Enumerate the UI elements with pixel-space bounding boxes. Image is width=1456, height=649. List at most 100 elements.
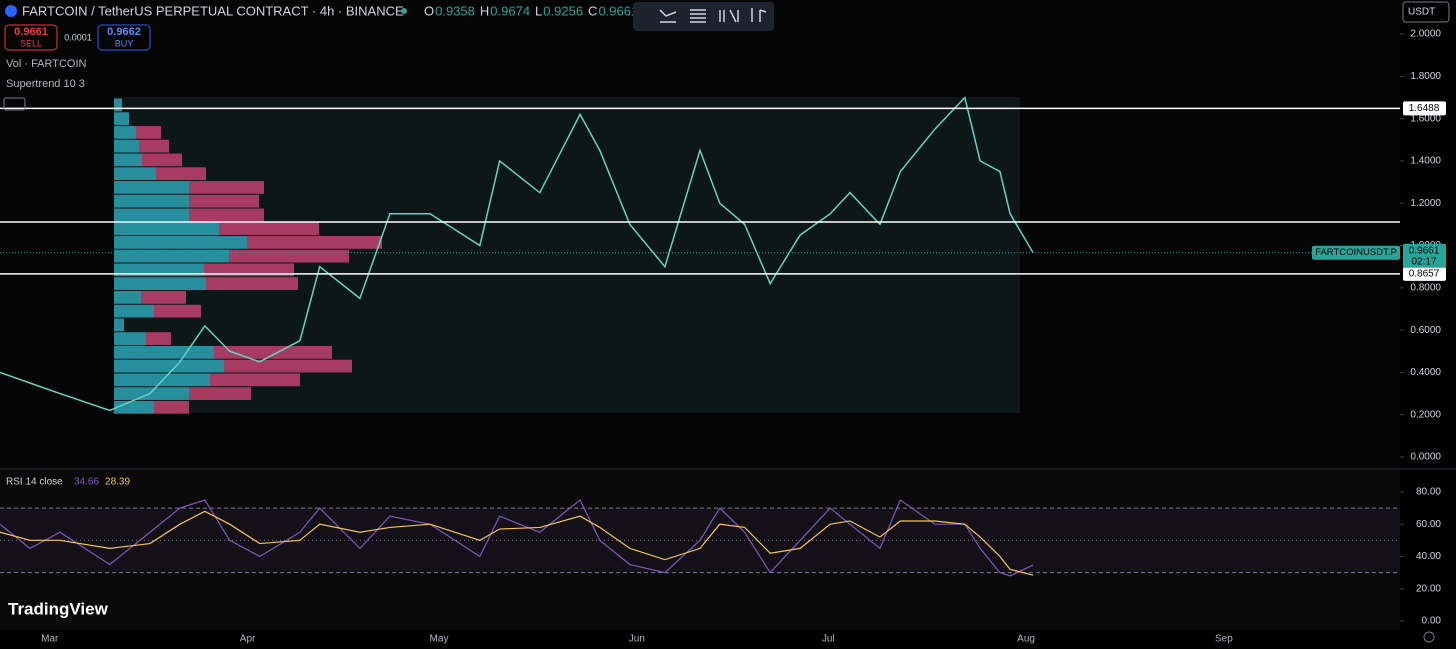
profile-buy — [114, 236, 247, 249]
buy-price: 0.9662 — [107, 26, 141, 38]
spread: 0.0001 — [64, 32, 92, 42]
y-tick-label: 0.2000 — [1410, 409, 1441, 420]
y-tick-label: 2.0000 — [1410, 29, 1441, 40]
symbol: FARTCOIN / TetherUS PERPETUAL CONTRACT ·… — [22, 3, 404, 18]
icon-pattern[interactable] — [719, 9, 739, 23]
currency-button[interactable] — [1402, 1, 1450, 23]
brand: TradingView — [8, 599, 109, 618]
y-tick-label: 0.0000 — [1410, 452, 1441, 463]
profile-buy — [114, 290, 141, 304]
header: FARTCOIN / TetherUS PERPETUAL CONTRACT ·… — [3, 1, 1450, 643]
status-dot — [401, 8, 407, 14]
rsi-line — [0, 499, 1034, 577]
profile-sell — [210, 373, 300, 387]
profile-sell — [229, 249, 349, 263]
profile-buy — [114, 304, 154, 318]
level-tag — [1403, 266, 1446, 281]
last-price: 0.9661 — [1409, 245, 1440, 256]
profile-buy — [114, 98, 122, 112]
icon-trend[interactable] — [659, 9, 677, 23]
profile-buy — [114, 345, 214, 359]
price-tag — [1403, 243, 1446, 268]
ohlc-value: 0.9674 — [490, 3, 530, 18]
profile-sell — [156, 167, 206, 181]
sell-price: 0.9661 — [14, 26, 48, 38]
rsi-title: RSI 14 close — [6, 477, 63, 488]
y-tick-label: 60.00 — [1416, 519, 1441, 530]
icon-fib[interactable] — [690, 9, 706, 23]
price-line — [0, 95, 1034, 412]
profile-sell — [141, 290, 186, 304]
profile-sell — [139, 139, 169, 153]
ohlc-label: L — [535, 3, 542, 18]
buy-label: BUY — [115, 38, 134, 48]
x-tick-label: Jul — [822, 634, 835, 645]
x-tick-label: Sep — [1215, 634, 1233, 645]
settings-icon[interactable] — [1423, 631, 1435, 643]
ohlc-value: 0.9358 — [435, 3, 475, 18]
indicator: Vol · FARTCOIN — [6, 58, 87, 70]
sell-label: SELL — [20, 38, 42, 48]
profile-sell — [206, 277, 298, 290]
profile-buy — [114, 332, 146, 345]
y-tick-label: 0.00 — [1422, 616, 1442, 627]
rsi-pane — [0, 470, 1400, 630]
profile-sell — [189, 208, 264, 222]
y-tick-label: 1.2000 — [1410, 198, 1441, 209]
icon-forecast[interactable] — [751, 8, 767, 22]
rsi-value: 28.39 — [105, 477, 130, 488]
level-tag — [1403, 101, 1446, 116]
ohlc-label: H — [480, 3, 489, 18]
profile-buy — [114, 249, 229, 263]
rsi-line — [0, 510, 1034, 576]
y-tick-label: 0.4000 — [1410, 367, 1441, 378]
profile-buy — [114, 387, 189, 400]
profile-sell — [154, 304, 201, 318]
buy-button[interactable] — [97, 24, 151, 51]
sell-button[interactable] — [4, 24, 58, 51]
profile-sell — [204, 263, 294, 277]
y-tick-label: 0.8000 — [1410, 282, 1441, 293]
profile-sell — [247, 236, 382, 249]
profile-sell — [136, 126, 161, 139]
profile-sell — [189, 387, 251, 400]
profile-sell — [224, 359, 352, 373]
ohlc-label: C — [588, 3, 597, 18]
profile-sell — [154, 400, 189, 414]
profile-sell — [142, 153, 182, 167]
level-label: 0.8657 — [1409, 269, 1440, 280]
currency: USDT — [1408, 7, 1435, 18]
y-tick-label: 0.6000 — [1410, 325, 1441, 336]
x-tick-label: Mar — [41, 634, 59, 645]
y-tick-label: 20.00 — [1416, 583, 1441, 594]
countdown: 02:17 — [1411, 256, 1436, 267]
profile-buy — [114, 400, 154, 414]
profile-buy — [114, 194, 189, 208]
level-label: 1.6488 — [1409, 103, 1440, 114]
ohlc-value: 0.9661 — [598, 3, 638, 18]
profile-buy — [114, 318, 124, 332]
x-tick-label: Apr — [240, 634, 256, 645]
profile-buy — [114, 153, 142, 167]
ohlc-label: O — [424, 3, 434, 18]
indicator: Supertrend 10 3 — [6, 78, 85, 90]
x-tick-label: May — [430, 634, 449, 645]
profile-buy — [114, 167, 156, 181]
ticker-tag — [1312, 245, 1400, 260]
symbol-icon — [5, 5, 17, 17]
profile-buy — [114, 222, 219, 236]
profile-buy — [114, 126, 136, 139]
y-tick-label: 1.6000 — [1410, 113, 1441, 124]
collapse-button[interactable] — [3, 97, 26, 111]
y-tick-label: 80.00 — [1416, 487, 1441, 498]
profile-buy — [114, 112, 129, 126]
y-tick-label: 1.4000 — [1410, 156, 1441, 167]
profile-buy — [114, 359, 224, 373]
profile-buy — [114, 181, 189, 194]
ohlc-value: 0.9256 — [543, 3, 583, 18]
drawing-toolbar[interactable] — [633, 2, 774, 31]
toolbar-icons — [659, 8, 767, 23]
profile-buy — [114, 263, 204, 277]
y-tick-label: 1.8000 — [1410, 71, 1441, 82]
